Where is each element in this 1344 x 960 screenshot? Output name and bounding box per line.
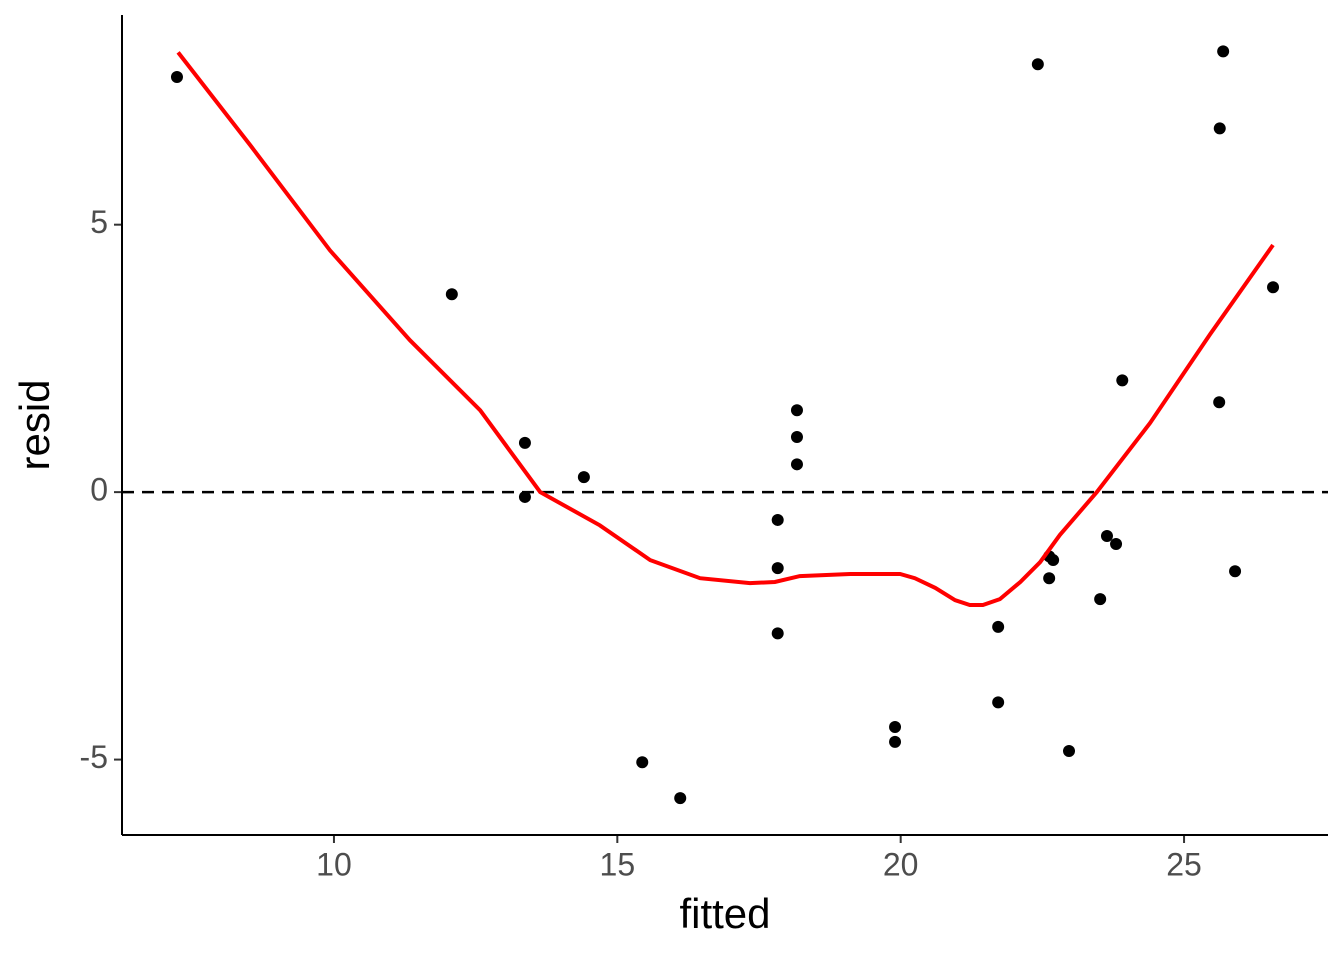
point: [771, 627, 784, 640]
point: [1267, 281, 1280, 294]
point: [790, 431, 803, 444]
x-tick-label: 20: [883, 846, 919, 882]
point: [1031, 58, 1044, 71]
point: [771, 513, 784, 526]
point: [518, 490, 531, 503]
x-tick-label: 15: [600, 846, 636, 882]
point: [1043, 572, 1056, 585]
y-axis-title: resid: [11, 379, 58, 470]
smooth-line: [176, 51, 1275, 607]
x-axis-title: fitted: [679, 890, 770, 937]
point: [1116, 374, 1129, 387]
y-tick-label: -5: [80, 739, 108, 775]
point: [445, 288, 458, 301]
point: [790, 404, 803, 417]
point: [889, 720, 902, 733]
point: [1094, 593, 1107, 606]
point: [992, 696, 1005, 709]
point: [790, 458, 803, 471]
point: [1100, 529, 1113, 542]
point: [889, 735, 902, 748]
point: [577, 471, 590, 484]
point: [170, 71, 183, 84]
point: [1213, 122, 1226, 135]
point: [771, 562, 784, 575]
point: [1217, 45, 1230, 58]
point: [992, 620, 1005, 633]
y-tick-label: 0: [90, 472, 108, 508]
point: [1213, 396, 1226, 409]
x-tick-label: 10: [316, 846, 352, 882]
point: [1063, 745, 1076, 758]
point: [518, 436, 531, 449]
point: [1047, 554, 1060, 567]
x-tick-label: 25: [1166, 846, 1202, 882]
point: [1229, 565, 1242, 578]
point: [1110, 538, 1123, 551]
y-tick-label: 5: [90, 204, 108, 240]
point: [636, 756, 649, 769]
point: [674, 792, 687, 805]
